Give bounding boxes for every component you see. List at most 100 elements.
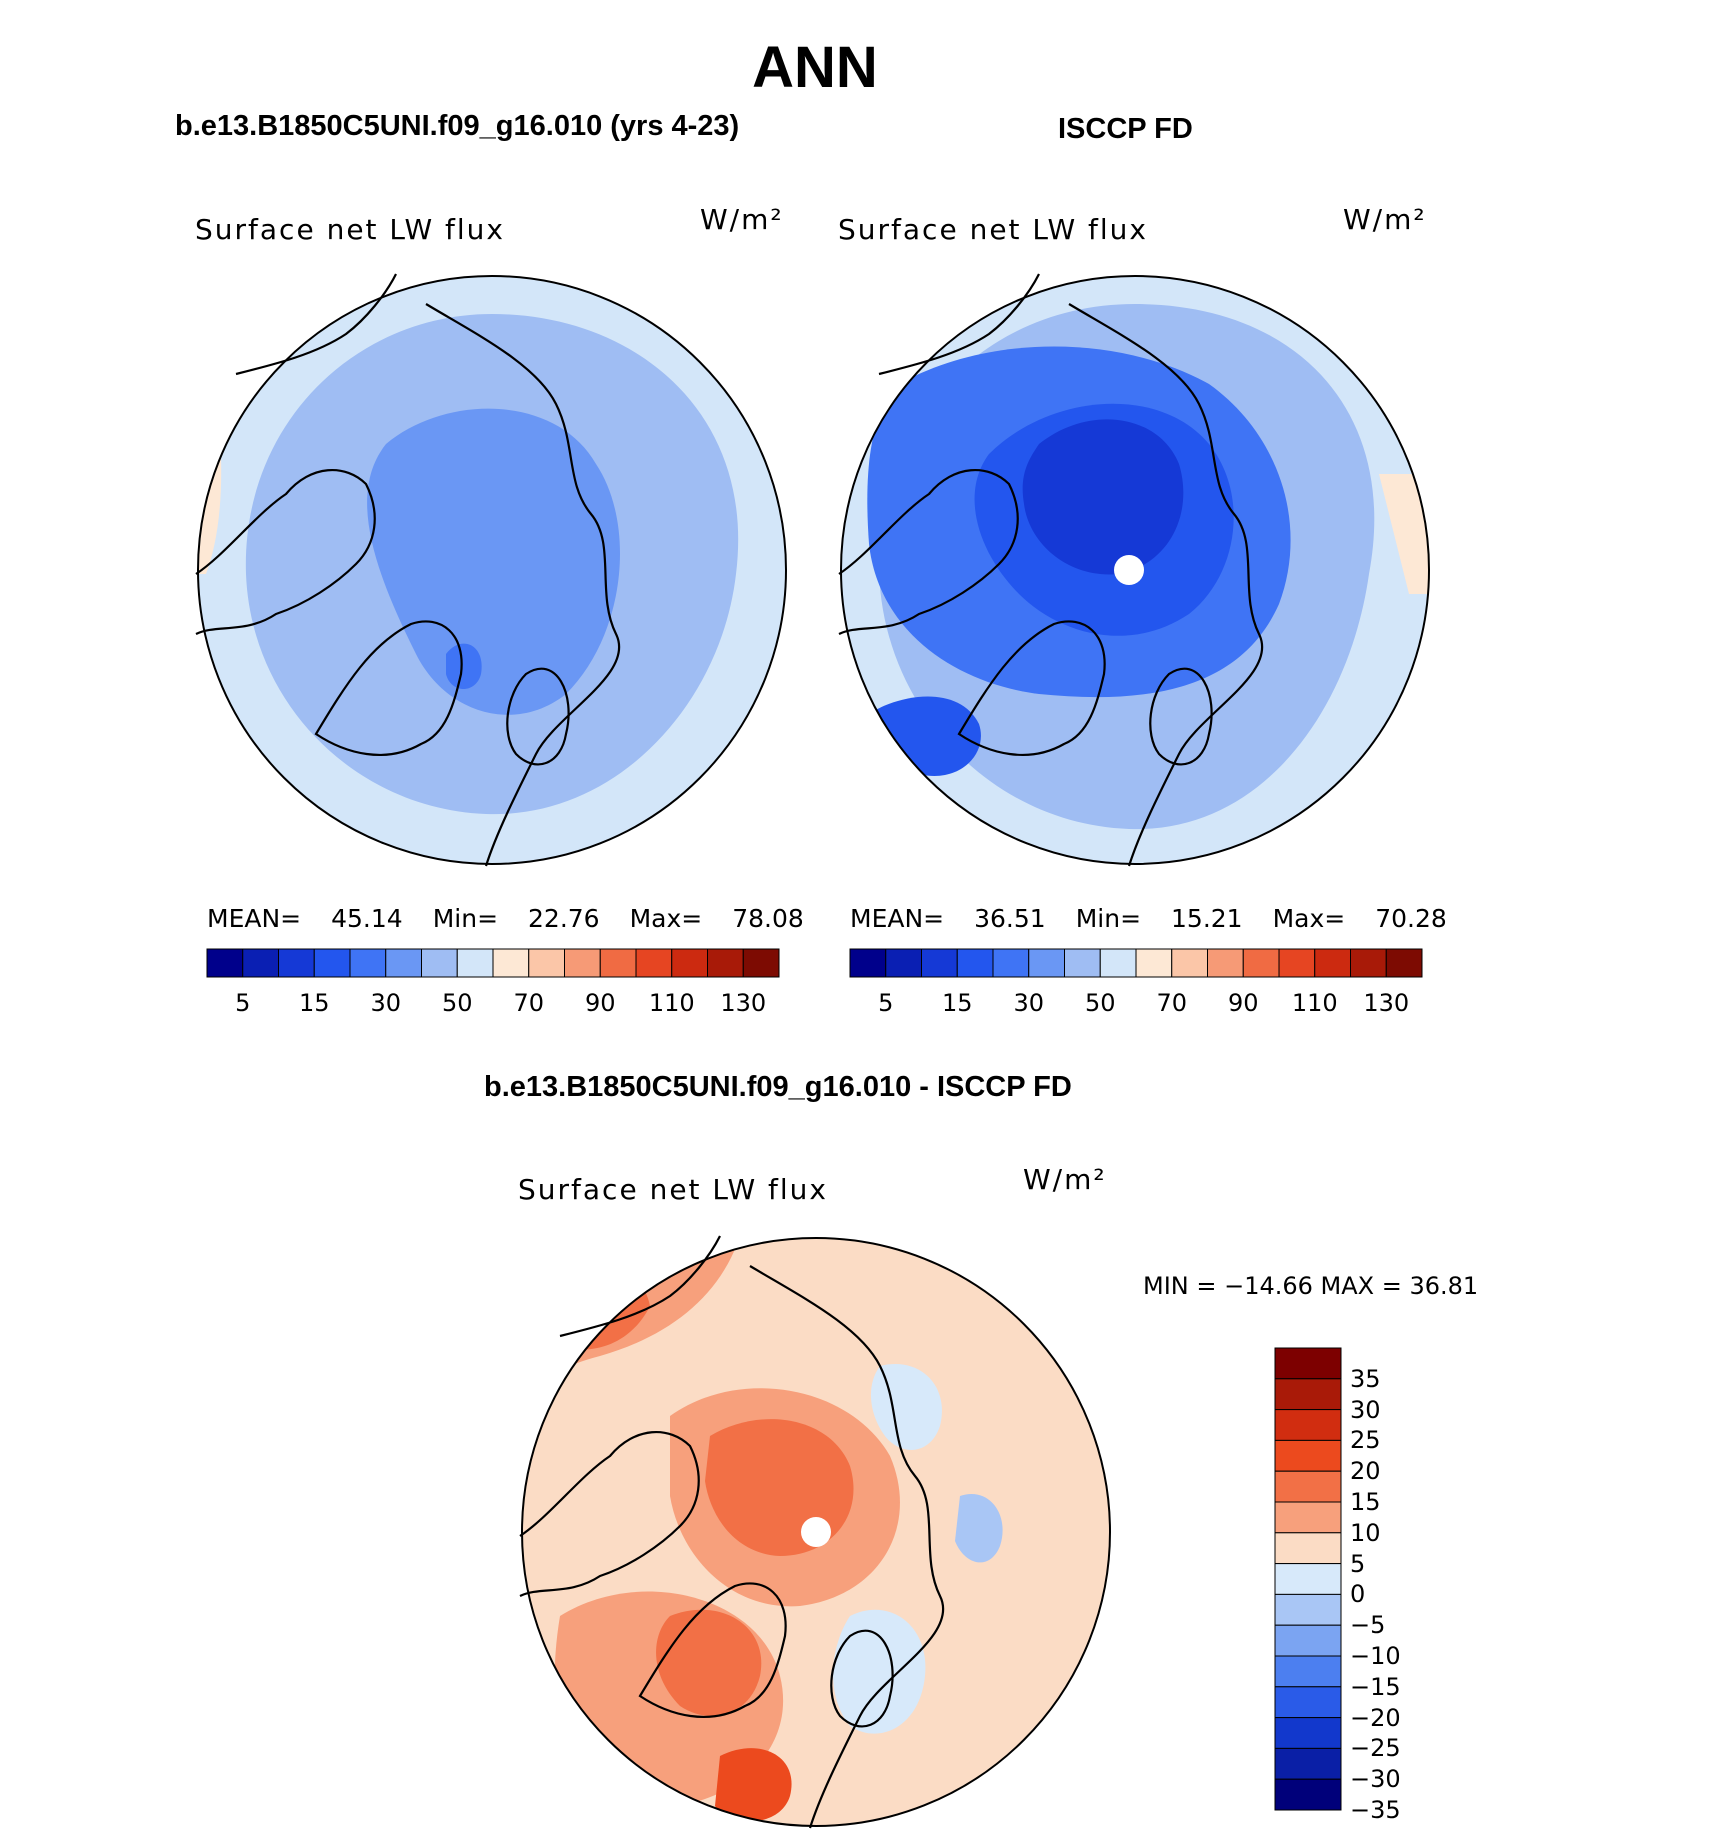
colorbar-swatch <box>1274 1347 1342 1380</box>
min-label: Min= <box>432 904 499 933</box>
model-colorbar <box>206 948 780 978</box>
colorbar-tick-label: 15 <box>941 989 973 1017</box>
coastline-eurasia <box>425 303 621 867</box>
obs-stats: MEAN= 36.51 Min= 15.21 Max= 70.28 <box>850 904 1447 933</box>
difference-units-label: W/m² <box>1023 1163 1107 1196</box>
coastline-alaska <box>559 1235 721 1338</box>
colorbar-tick-label: 30 <box>370 989 402 1017</box>
colorbar-swatch <box>1207 948 1244 978</box>
colorbar-swatch <box>206 948 244 978</box>
coastline-eurasia <box>1068 303 1264 867</box>
colorbar-swatch <box>1274 1778 1342 1811</box>
colorbar-swatch <box>742 948 780 978</box>
mean-value: 45.14 <box>331 904 403 933</box>
colorbar-swatch <box>707 948 744 978</box>
coastlines <box>838 273 1264 867</box>
colorbar-swatch <box>385 948 422 978</box>
colorbar-swatch <box>349 948 387 978</box>
colorbar-swatch <box>1064 948 1101 978</box>
colorbar-swatch <box>671 948 708 978</box>
colorbar-swatch <box>1274 1717 1342 1749</box>
colorbar-swatch <box>1274 1501 1342 1534</box>
obs-case-title: ISCCP FD <box>1058 113 1193 145</box>
map-boundary-circle <box>521 1237 1111 1827</box>
map-field-negative-patch <box>833 1609 926 1734</box>
colorbar-swatch <box>1274 1593 1342 1626</box>
max-value: 78.08 <box>732 904 804 933</box>
map-field-minimum-core <box>1022 419 1184 575</box>
map-boundary-circle <box>197 275 787 865</box>
model-polar-map <box>195 273 787 867</box>
coastline-eurasia <box>749 1265 945 1829</box>
colorbar-tick-label: 5 <box>878 989 894 1017</box>
coastline-scandinavia <box>1149 667 1213 766</box>
colorbar-swatch <box>456 948 494 978</box>
colorbar-tick-label: 50 <box>1084 989 1116 1017</box>
map-field-warm-edge <box>696 834 786 864</box>
map-field-central-arctic <box>367 408 620 715</box>
coastline-canada <box>838 468 1019 635</box>
pole-hole-marker <box>1114 555 1144 585</box>
difference-variable-label: Surface net LW flux <box>518 1173 828 1206</box>
colorbar-swatch <box>1274 1532 1342 1565</box>
mean-value: 36.51 <box>974 904 1046 933</box>
difference-colorbar-ticks: 35 30 25 20 15 10 5 0 −5 −10 −15 −20 −25 −30 −35 <box>1350 1348 1450 1824</box>
colorbar-tick-label: −10 <box>1350 1642 1401 1670</box>
colorbar-swatch <box>1274 1439 1342 1472</box>
colorbar-swatch <box>1135 948 1173 978</box>
min-value: 15.21 <box>1171 904 1243 933</box>
colorbar-tick-label: −15 <box>1350 1672 1401 1701</box>
colorbar-swatch <box>1274 1563 1342 1595</box>
coastline-scandinavia <box>830 1629 894 1728</box>
colorbar-swatch <box>1099 948 1137 978</box>
mean-label: MEAN= <box>207 904 302 933</box>
colorbar-swatch <box>313 948 351 978</box>
obs-variable-label: Surface net LW flux <box>838 213 1148 246</box>
obs-colorbar-ticks: 5 15 30 50 70 90 110 130 <box>850 989 1422 1019</box>
colorbar-tick-label: 0 <box>1350 1580 1366 1609</box>
colorbar-tick-label: 30 <box>1013 989 1045 1017</box>
coastline-alaska <box>878 273 1040 376</box>
colorbar-tick-label: −25 <box>1350 1734 1401 1763</box>
model-colorbar-ticks: 5 15 30 50 70 90 110 130 <box>207 989 779 1019</box>
colorbar-swatch <box>528 948 565 978</box>
colorbar-tick-label: 90 <box>1227 989 1259 1017</box>
colorbar-swatch <box>1385 948 1423 978</box>
obs-polar-map <box>838 273 1430 867</box>
coastline-greenland <box>314 620 463 756</box>
colorbar-tick-label: 50 <box>441 989 473 1017</box>
colorbar-tick-label: 10 <box>1350 1518 1381 1547</box>
colorbar-swatch <box>992 948 1030 978</box>
colorbar-swatch <box>849 948 887 978</box>
colorbar-tick-label: 5 <box>235 989 251 1017</box>
difference-title: b.e13.B1850C5UNI.f09_g16.010 - ISCCP FD <box>484 1071 1072 1103</box>
colorbar-swatch <box>1242 948 1280 978</box>
map-field-hot-spot <box>715 1748 792 1822</box>
colorbar-swatch <box>242 948 279 978</box>
difference-min-max: MIN = −14.66 MAX = 36.81 <box>1143 1272 1479 1300</box>
coastline-scandinavia <box>506 667 570 766</box>
colorbar-swatch <box>1350 948 1387 978</box>
colorbar-tick-label: 110 <box>1291 989 1338 1017</box>
map-field-minimum-patch <box>446 643 482 689</box>
colorbar-tick-label: −30 <box>1350 1765 1401 1794</box>
coastlines <box>195 273 621 867</box>
model-stats: MEAN= 45.14 Min= 22.76 Max= 78.08 <box>207 904 804 933</box>
colorbar-tick-label: −5 <box>1350 1611 1386 1640</box>
colorbar-tick-label: 70 <box>513 989 545 1017</box>
max-label: Max= <box>629 904 703 933</box>
colorbar-tick-label: 130 <box>720 989 767 1017</box>
colorbar-tick-label: 70 <box>1156 989 1188 1017</box>
min-label: Min= <box>1075 904 1142 933</box>
figure-title: ANN <box>752 35 878 100</box>
colorbar-swatch <box>1274 1624 1342 1657</box>
difference-colorbar <box>1274 1347 1342 1811</box>
max-value: 70.28 <box>1375 904 1447 933</box>
colorbar-swatch <box>1171 948 1208 978</box>
min-value: 22.76 <box>528 904 600 933</box>
colorbar-tick-label: 5 <box>1350 1549 1366 1578</box>
map-boundary-circle <box>840 275 1430 865</box>
colorbar-tick-label: 15 <box>298 989 330 1017</box>
coastline-greenland <box>957 620 1106 756</box>
colorbar-swatch <box>885 948 922 978</box>
